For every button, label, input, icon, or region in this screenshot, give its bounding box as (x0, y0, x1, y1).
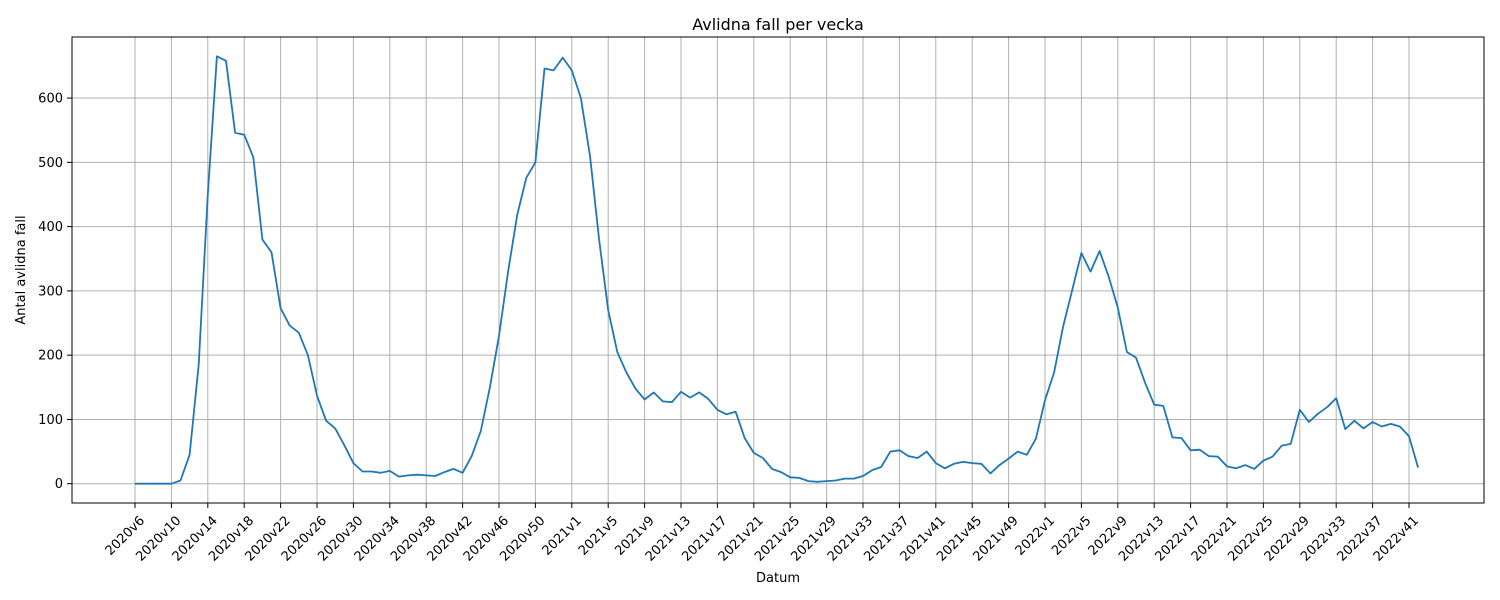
x-axis-label: Datum (756, 571, 800, 586)
y-tick-label: 0 (55, 477, 63, 492)
y-tick-label: 500 (38, 156, 63, 171)
y-tick-label: 400 (38, 220, 63, 235)
y-tick-label: 100 (38, 413, 63, 428)
y-axis-label: Antal avlidna fall (14, 215, 29, 324)
series-line (135, 55, 1419, 485)
chart-title: Avlidna fall per vecka (692, 15, 864, 34)
grid-layer (72, 37, 1484, 503)
plot-frame (71, 36, 1485, 504)
y-tick-label: 600 (38, 92, 63, 107)
y-tick-label: 300 (38, 284, 63, 299)
y-tick-label: 200 (38, 349, 63, 364)
series-layer (135, 55, 1419, 485)
